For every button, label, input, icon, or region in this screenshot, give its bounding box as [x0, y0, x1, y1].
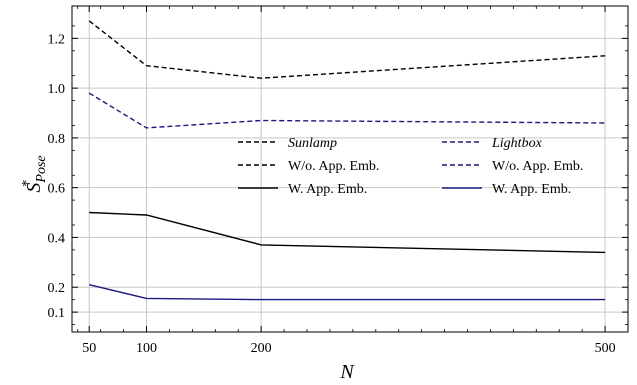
grid [72, 6, 628, 332]
legend-header-sunlamp: Sunlamp [288, 136, 337, 151]
series-lines [88, 20, 606, 301]
legend-label-lightbox-0: W/o. App. Emb. [492, 159, 583, 174]
legend-label-sunlamp-1: W. App. Emb. [288, 182, 367, 197]
series-line-sunlamp-w-app-emb [89, 211, 606, 254]
series-line-sunlamp-wo-app-emb [88, 20, 606, 79]
y-tick-label-0.1: 0.1 [48, 306, 66, 321]
legend-header-lightbox: Lightbox [491, 136, 543, 151]
y-tick-label-0.4: 0.4 [48, 231, 66, 246]
y-tick-label-0.6: 0.6 [48, 182, 66, 197]
y-axis-title-sub: Pose [34, 155, 49, 183]
legend: Sunlamp W/o. App. Emb. W. App. Emb. Lightbo… [238, 136, 583, 197]
plot-frame [71, 5, 629, 333]
series-line-lightbox-wo-app-emb [88, 92, 606, 129]
x-tick-label-50: 50 [82, 341, 96, 356]
y-axis-title: SPose* [20, 155, 49, 192]
legend-label-lightbox-1: W. App. Emb. [492, 182, 571, 197]
y-axis-title-sup: * [20, 180, 35, 187]
x-tick-label-500: 500 [595, 341, 616, 356]
axes: 50 100 200 500 0.1 0.2 0.4 0.6 0.8 1.0 1.2 [48, 5, 629, 356]
legend-label-sunlamp-0: W/o. App. Emb. [288, 159, 379, 174]
series-line-lightbox-w-app-emb [89, 284, 606, 301]
x-tick-label-100: 100 [136, 341, 157, 356]
x-axis-title: N [339, 361, 355, 383]
y-tick-label-0.2: 0.2 [48, 281, 66, 296]
x-tick-label-200: 200 [251, 341, 272, 356]
y-tick-label-1.2: 1.2 [48, 32, 66, 47]
y-tick-label-1.0: 1.0 [48, 82, 66, 97]
y-axis-title-base: S [23, 183, 45, 193]
y-tick-label-0.8: 0.8 [48, 132, 66, 147]
